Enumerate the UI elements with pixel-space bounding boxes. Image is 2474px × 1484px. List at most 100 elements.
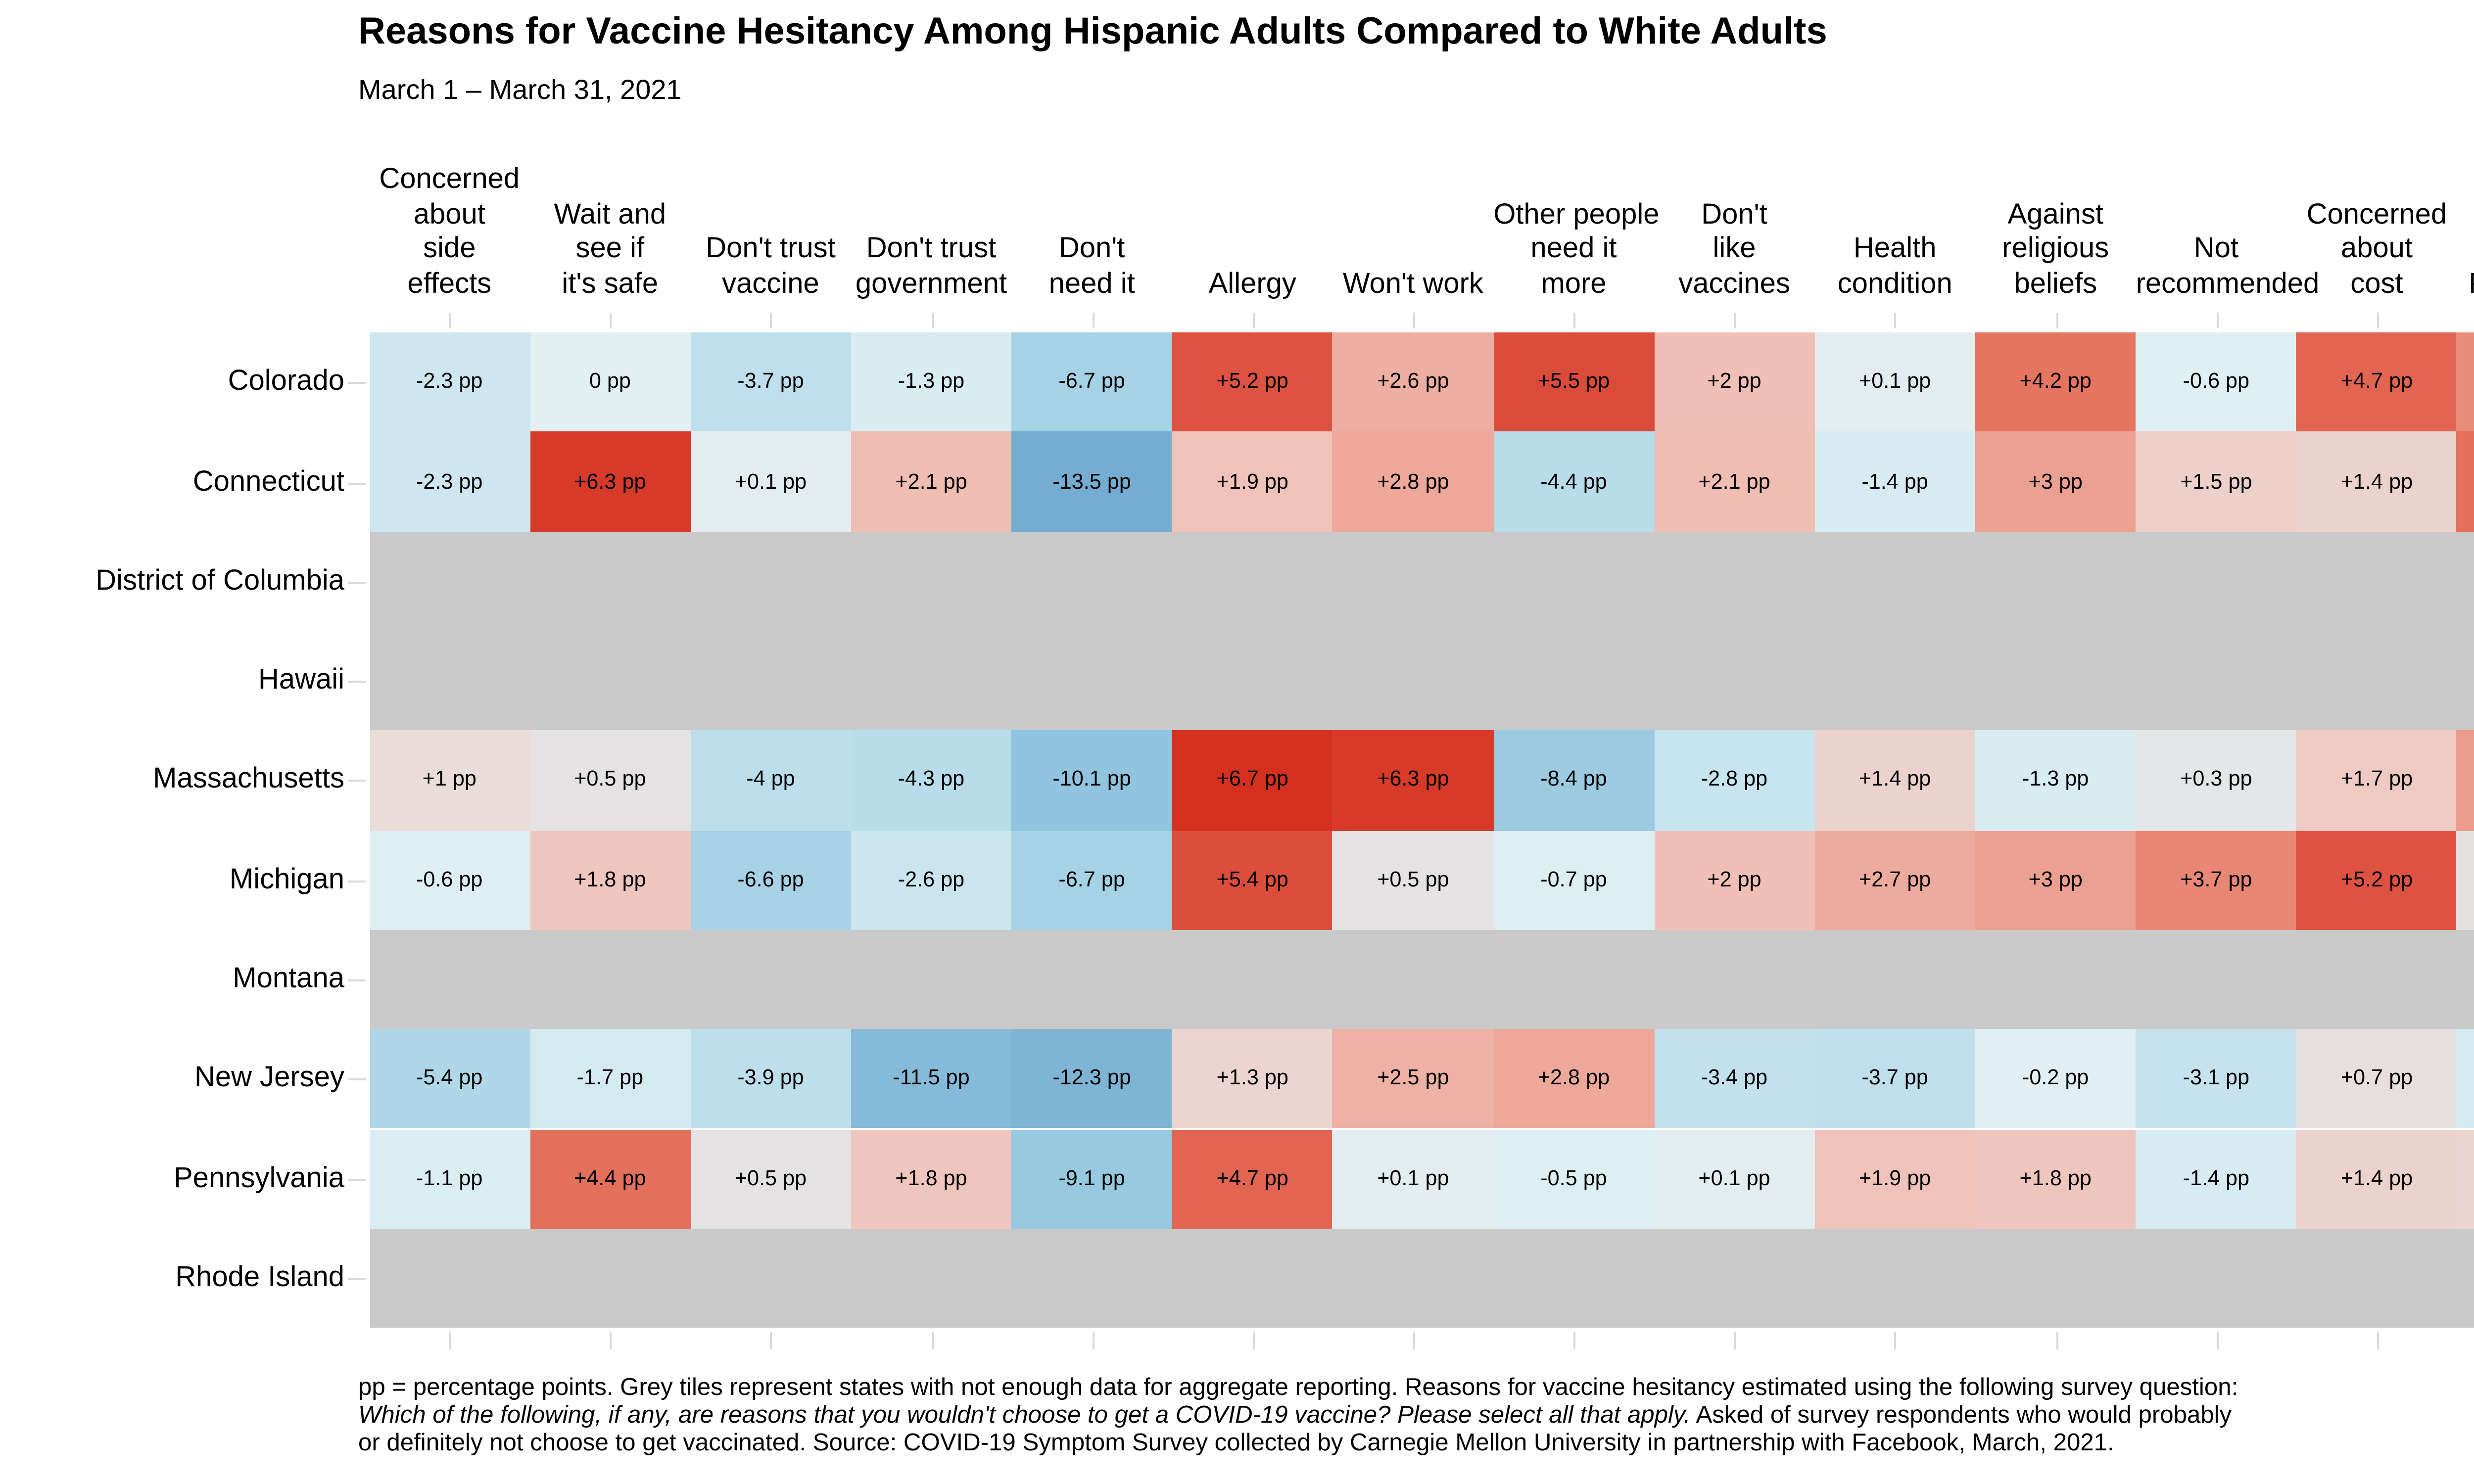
column-header: Concerned about side effects [369, 164, 530, 304]
axis-tick-left [348, 1079, 365, 1081]
axis-tick-bottom [1895, 1332, 1897, 1349]
heatmap-cell: -0.2 pp [1975, 1029, 2136, 1129]
heatmap-cell: +1.8 pp [1975, 1129, 2136, 1229]
axis-tick-left [348, 979, 365, 982]
heatmap-cell: -3.9 pp [690, 1029, 851, 1129]
heatmap-cell: 0 pp [529, 332, 691, 432]
heatmap-cell: -1.7 pp [2457, 1029, 2474, 1129]
heatmap-cell: +3.7 pp [2136, 830, 2297, 930]
column-header-line: vaccines [1678, 269, 1790, 301]
heatmap-cell: +2.8 pp [1493, 1029, 1654, 1129]
row-label: Pennsylvania [174, 1162, 344, 1195]
column-header-line: vaccine [722, 269, 819, 301]
heatmap-cell: -3.7 pp [690, 332, 851, 432]
column-header-line: effects [407, 269, 492, 301]
column-header-line: need it [1048, 269, 1135, 301]
heatmap-cell: +5.4 pp [1172, 830, 1333, 930]
axis-tick-bottom [610, 1332, 612, 1349]
heatmap-cell: +6.3 pp [529, 432, 691, 532]
row-label: New Jersey [194, 1063, 344, 1095]
column-header-line: Concerned [379, 164, 520, 196]
heatmap-cell: -13.5 pp [1011, 432, 1172, 532]
heatmap-cell: -1.4 pp [1814, 432, 1975, 532]
heatmap-cell: +1.8 pp [851, 1129, 1012, 1229]
row-label: Rhode Island [175, 1262, 344, 1294]
column-header: Won't work [1333, 269, 1494, 304]
row-label: Montana [233, 964, 344, 996]
heatmap-cell: -4.3 pp [851, 731, 1012, 831]
heatmap-cell: +1.9 pp [1814, 1129, 1975, 1229]
column-header-line: beliefs [2014, 269, 2097, 301]
column-header-line: Concerned [2306, 199, 2447, 231]
column-header-line: side [423, 233, 476, 266]
heatmap-cell: +1.3 pp [1172, 1029, 1333, 1129]
axis-tick-top [1413, 312, 1415, 329]
axis-tick-top [1573, 312, 1576, 329]
heatmap-cell: -6.6 pp [690, 830, 851, 930]
axis-tick-left [348, 1278, 365, 1280]
heatmap-cell: +3 pp [1975, 432, 2136, 532]
footnote-line2: Which of the following, if any, are reas… [358, 1401, 2238, 1430]
heatmap-cell: +5.2 pp [1172, 332, 1333, 432]
heatmap-cell: +0.6 pp [2457, 830, 2474, 930]
heatmap-cell: +6.7 pp [1172, 731, 1333, 831]
heatmap-cell: -12.3 pp [1011, 1029, 1172, 1129]
axis-tick-left [348, 1178, 365, 1181]
column-header-line: Allergy [1208, 269, 1296, 301]
heatmap-cell: +2.1 pp [1654, 432, 1815, 532]
heatmap-cell: +0.7 pp [2296, 1029, 2457, 1129]
heatmap-cell: +1.9 pp [1172, 432, 1333, 532]
column-header: Not recommended [2136, 234, 2320, 304]
heatmap-cell: -1.4 pp [2136, 1129, 2297, 1229]
heatmap-cell: +0.5 pp [1332, 830, 1494, 930]
heatmap-cell: +1.3 pp [2457, 1129, 2474, 1229]
column-header-line: religious [2002, 233, 2109, 266]
heatmap-cell: +1.4 pp [1814, 731, 1975, 831]
no-data-row [369, 929, 2474, 1029]
axis-tick-top [2377, 312, 2379, 329]
row-label: Michigan [229, 864, 344, 896]
heatmap-cell: +3.5 pp [2457, 332, 2474, 432]
axis-tick-bottom [1252, 1332, 1255, 1349]
heatmap-cell: -2.6 pp [851, 830, 1012, 930]
heatmap-cell: +3 pp [1975, 830, 2136, 930]
heatmap-cell: -2.3 pp [369, 432, 530, 532]
axis-tick-left [348, 382, 365, 384]
axis-tick-top [2055, 312, 2058, 329]
heatmap-cell: -1.1 pp [369, 1129, 530, 1229]
heatmap-cell: +1.8 pp [529, 830, 691, 930]
column-header-line: Don't trust [866, 233, 997, 266]
heatmap-cell: -5.4 pp [369, 1029, 530, 1129]
heatmap-cell: -3.4 pp [1654, 1029, 1815, 1129]
axis-tick-top [449, 312, 452, 329]
axis-tick-bottom [2216, 1332, 2218, 1349]
axis-tick-left [348, 681, 365, 683]
heatmap-cell: +1.7 pp [2296, 731, 2457, 831]
heatmap-cell: +6.3 pp [1332, 731, 1494, 831]
footnote: pp = percentage points. Grey tiles repre… [358, 1373, 2238, 1457]
column-header: Don't like vaccines [1654, 199, 1815, 304]
heatmap-cell: -0.7 pp [1493, 830, 1654, 930]
column-header-line: Don't [1058, 233, 1125, 266]
heatmap-cell: +2 pp [1654, 830, 1815, 930]
heatmap-cell: -1.3 pp [851, 332, 1012, 432]
column-header: Don't trust vaccine [690, 234, 851, 304]
heatmap-cell: +2.5 pp [1332, 1029, 1494, 1129]
heatmap-cell: -0.6 pp [2136, 332, 2297, 432]
axis-tick-left [348, 880, 365, 882]
column-header: Against religious beliefs [1975, 199, 2136, 304]
column-header: Don't need it [1011, 234, 1172, 304]
heatmap-cell: -3.7 pp [1814, 1029, 1975, 1129]
heatmap-cell: +4.4 pp [529, 1129, 691, 1229]
heatmap-cell: +4.7 pp [2296, 332, 2457, 432]
heatmap-cell: +1.4 pp [2296, 1129, 2457, 1229]
footnote-line2-regular: Asked of survey respondents who would pr… [1690, 1401, 2232, 1429]
heatmap-cell: -0.5 pp [1493, 1129, 1654, 1229]
heatmap-cell: +4.7 pp [1172, 1129, 1333, 1229]
column-header-line: condition [1837, 269, 1952, 301]
axis-tick-top [2216, 312, 2218, 329]
column-header-line: Pregnancy [2457, 269, 2474, 304]
heatmap-cell: +0.1 pp [1332, 1129, 1494, 1229]
heatmap-cell: +0.1 pp [690, 432, 851, 532]
axis-tick-bottom [449, 1332, 452, 1349]
